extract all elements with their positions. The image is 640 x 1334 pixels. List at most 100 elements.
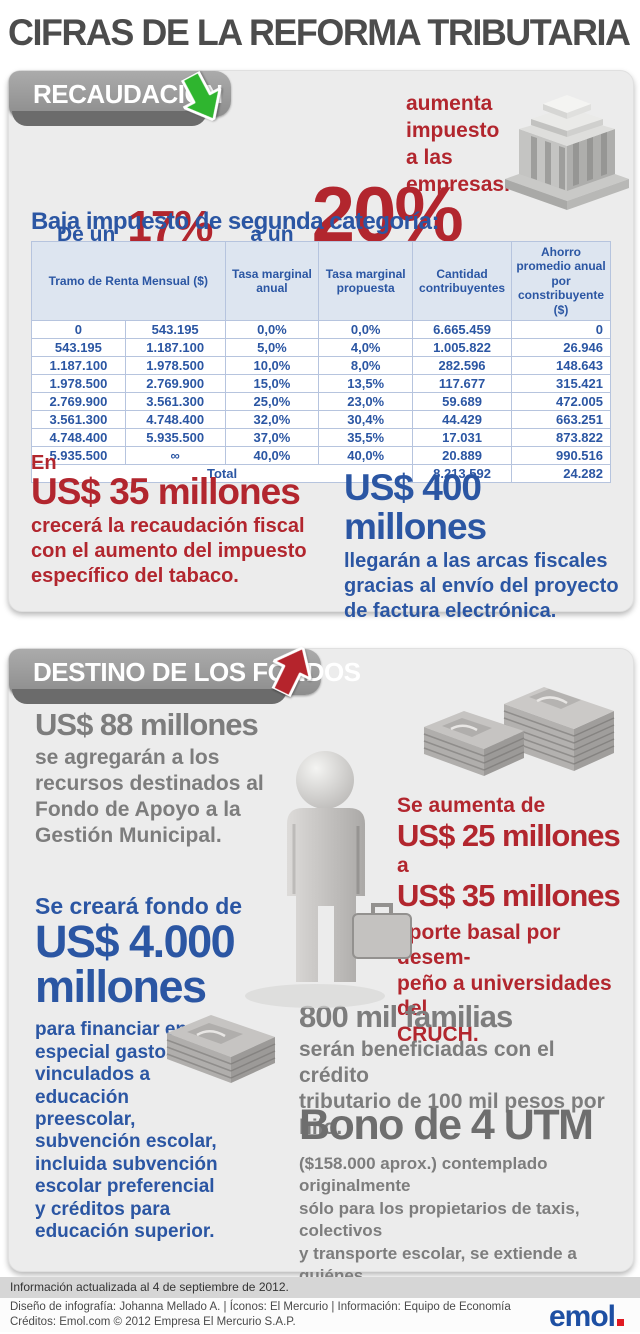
rate-connector: a un [250,223,294,246]
cruch-line1: Se aumenta de [397,794,546,817]
money-stack-small-icon [166,1015,276,1083]
table-cell: 0 [511,319,611,339]
header-cantidad: Cantidad contribuyentes [412,241,513,321]
table-cell: 13,5% [318,373,414,393]
table-cell: 35,5% [318,427,414,447]
emol-logo-dot [617,1319,624,1326]
factura-desc: llegarán a las arcas fiscales gracias al… [344,549,619,622]
table-cell: 282.596 [412,355,513,375]
bank-building-icon [505,95,629,210]
table-row: 1.187.100 1.978.500 10,0% 8,0% 282.596 148.64… [31,355,611,375]
cruch-amount-from: US$ 25 millones [397,818,621,854]
header-tasa-propuesta: Tasa marginal propuesta [318,241,414,321]
table-cell: 117.677 [412,373,513,393]
credits-line1: Diseño de infografía: Johanna Mellado A.… [10,1301,511,1313]
emol-logo: emol [549,1300,624,1334]
bono-amount: Bono de 4 UTM [299,1101,594,1149]
table-cell: 315.421 [511,373,611,393]
rate-to-value: 20% [311,170,464,258]
tax-table-body: 0 543.195 0,0% 0,0% 6.665.459 0 543.195 1.187.1… [31,319,611,465]
rate-prefix: De un [57,223,116,246]
tax-brackets-table: Tramo de Renta Mensual ($) Tasa marginal… [30,241,611,483]
table-cell: 1.978.500 [31,373,126,393]
factura-claim: US$ 400 millones llegarán a las arcas fi… [344,467,629,624]
total-row: Total 8.213.592 24.282 [30,463,611,483]
table-header: Tramo de Renta Mensual ($) Tasa marginal… [31,241,611,321]
familias-desc: serán beneficiadas con el crédito tribut… [299,1037,605,1140]
green-down-arrow-icon [180,70,222,122]
tabaco-claim: En US$ 35 millones crecerá la recaudació… [31,453,336,589]
total-label: Total [30,463,414,483]
table-cell: 10,0% [224,355,320,375]
municipal-claim: US$ 88 millones se agregarán a los recur… [35,707,285,850]
factura-amount: US$ 400 millones [344,467,487,547]
total-ahorro: 24.282 [511,463,611,483]
table-cell: 1.005.822 [412,337,513,357]
footer-credits: Diseño de infografía: Johanna Mellado A.… [0,1298,640,1332]
emol-logo-text: emol [548,1300,616,1333]
table-row: 4.748.400 5.935.500 37,0% 35,5% 17.031 873.82… [31,427,611,447]
table-row: 0 543.195 0,0% 0,0% 6.665.459 0 [31,319,611,339]
table-cell: 25,0% [224,391,320,411]
tabaco-desc: crecerá la recaudación fiscal con el aum… [31,514,307,587]
table-cell: 873.822 [511,427,611,447]
page-title: CIFRAS DE LA REFORMA TRIBUTARIA [8,12,631,53]
table-cell: 37,0% [224,427,320,447]
familias-claim: 800 mil familias serán beneficiadas con … [299,1000,629,1142]
table-cell: 15,0% [224,373,320,393]
table-cell: 17.031 [412,427,513,447]
table-cell: 20.889 [412,445,513,465]
total-contribuyentes: 8.213.592 [412,463,513,483]
cruch-connector: a [397,853,409,877]
destino-tab: DESTINO DE LOS FONDOS [9,649,361,704]
table-cell: 1.187.100 [124,337,226,357]
header-tramo: Tramo de Renta Mensual ($) [31,241,226,321]
footer-updated-band: Información actualizada al 4 de septiemb… [0,1277,640,1298]
table-row: 1.978.500 2.769.900 15,0% 13,5% 117.677 315.4… [31,373,611,393]
table-cell: 2.769.900 [124,373,226,393]
destino-panel: DESTINO DE LOS FONDOS [8,646,634,1308]
table-cell: 4.748.400 [124,409,226,429]
table-cell: 543.195 [124,319,226,339]
table-cell: 0,0% [318,319,414,339]
recaudacion-panel: RECAUDACIÓN aumenta impuesto a las empre… [8,70,634,622]
red-up-arrow-icon [271,646,312,698]
table-cell: 0 [31,319,126,339]
header-tasa-anual: Tasa marginal anual [224,241,320,321]
educacion-line1: Se creará fondo de [35,893,243,919]
table-cell: 543.195 [31,337,126,357]
cruch-desc: aporte basal por desem- peño a universid… [397,920,612,1046]
money-stacks-icon [423,687,615,776]
educacion-amount-line1: US$ 4.000 [35,916,236,968]
table-cell: 44.429 [412,409,513,429]
table-cell: 26.946 [511,337,611,357]
table-cell: 23,0% [318,391,414,411]
cruch-amount-to: US$ 35 millones [397,877,621,913]
table-cell: 148.643 [511,355,611,375]
table-footer: Total 8.213.592 24.282 [30,463,611,483]
table-cell: 3.561.300 [124,391,226,411]
municipal-amount: US$ 88 millones [35,707,259,742]
table-cell: 32,0% [224,409,320,429]
credits-line2: Créditos: Emol.com © 2012 Empresa El Mer… [10,1316,296,1328]
table-cell: 1.187.100 [31,355,126,375]
table-cell: 4,0% [318,337,414,357]
person-briefcase-icon [245,751,412,1008]
table-cell: 5,0% [224,337,320,357]
table-title: Baja impuesto de segunda categoría: [31,208,439,235]
municipal-desc: se agregarán a los recursos destinados a… [35,745,264,848]
aumenta-impuesto-note: aumenta impuesto a las empresas. [406,92,510,196]
educacion-amount-line2: millones [35,961,207,1013]
cruch-claim: Se aumenta de US$ 25 millones a US$ 35 m… [397,794,632,1048]
table-cell: 0,0% [224,319,320,339]
table-row: 3.561.300 4.748.400 32,0% 30,4% 44.429 663.25… [31,409,611,429]
table-cell: 663.251 [511,409,611,429]
table-cell: 5.935.500 [31,445,126,465]
table-cell: 990.516 [511,445,611,465]
table-cell: 30,4% [318,409,414,429]
tabaco-amount: US$ 35 millones [31,471,301,512]
table-cell: 3.561.300 [31,409,126,429]
table-cell: 472.005 [511,391,611,411]
table-cell: 4.748.400 [31,427,126,447]
table-row: 543.195 1.187.100 5,0% 4,0% 1.005.822 26.946 [31,337,611,357]
